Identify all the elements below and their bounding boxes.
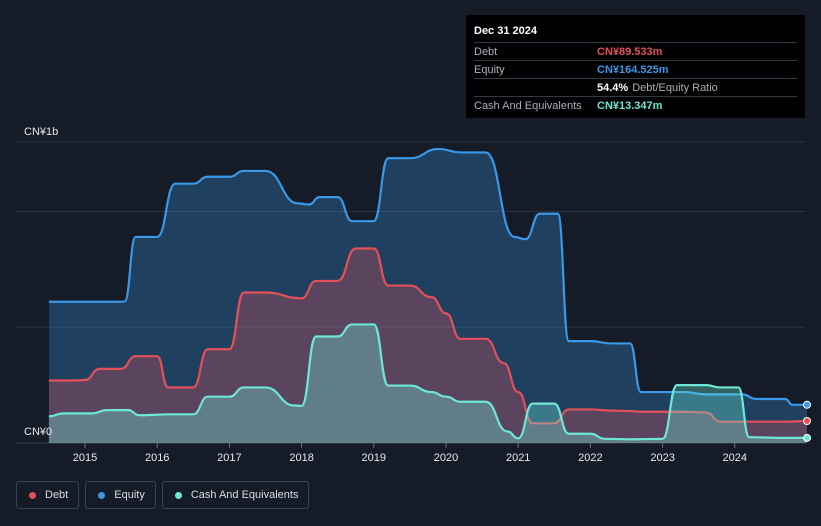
debt-line — [48, 247, 808, 425]
legend-item-cash[interactable]: Cash And Equivalents — [161, 481, 310, 509]
tooltip-cash-label: Cash And Equivalents — [474, 99, 582, 112]
x-tick-label: 2018 — [289, 452, 313, 464]
tooltip-row-debt: Debt CN¥89.533m — [474, 42, 797, 60]
cash-dot-icon — [174, 491, 182, 499]
x-tick-label: 2023 — [650, 452, 674, 464]
x-tick-label: 2017 — [217, 452, 241, 464]
x-axis-ticks: 2015 2016 2017 2018 2019 2020 2021 2022 2023 2024 — [73, 443, 747, 464]
chart-legend: Debt Equity Cash And Equivalents — [16, 481, 310, 509]
y-axis-top-label: CN¥1b — [24, 126, 58, 138]
legend-cash-label: Cash And Equivalents — [190, 489, 299, 501]
tooltip-row-ratio: 54.4% Debt/Equity Ratio — [474, 78, 797, 96]
data-tooltip: Dec 31 2024 Debt CN¥89.533m Equity CN¥16… — [466, 15, 805, 118]
cash-end-marker — [803, 433, 811, 442]
tooltip-equity-value: CN¥164.525m — [597, 63, 669, 76]
tooltip-date: Dec 31 2024 — [474, 25, 537, 37]
x-tick-label: 2021 — [506, 452, 530, 464]
x-tick-label: 2016 — [145, 452, 169, 464]
x-tick-label: 2024 — [723, 452, 747, 464]
debt-end-marker — [803, 417, 811, 426]
tooltip-ratio-text: Debt/Equity Ratio — [632, 81, 718, 94]
tooltip-row-equity: Equity CN¥164.525m — [474, 60, 797, 78]
equity-line — [48, 147, 807, 406]
tooltip-cash-value: CN¥13.347m — [597, 99, 663, 112]
legend-item-debt[interactable]: Debt — [16, 481, 80, 509]
legend-item-equity[interactable]: Equity — [85, 481, 156, 509]
y-axis-bottom-label: CN¥0 — [24, 426, 52, 438]
x-tick-label: 2022 — [578, 452, 602, 464]
debt-area — [48, 248, 807, 443]
tooltip-debt-label: Debt — [474, 45, 498, 58]
grid-lines — [16, 141, 805, 444]
x-tick-label: 2019 — [362, 452, 386, 464]
series-areas — [48, 147, 808, 443]
x-tick-label: 2020 — [434, 452, 458, 464]
cash-area — [48, 324, 807, 443]
end-markers — [803, 400, 811, 442]
legend-debt-label: Debt — [45, 489, 69, 501]
equity-dot-icon — [98, 491, 106, 499]
tooltip-row-cash: Cash And Equivalents CN¥13.347m — [474, 96, 797, 114]
tooltip-debt-value: CN¥89.533m — [597, 45, 663, 58]
x-tick-label: 2015 — [73, 452, 97, 464]
tooltip-ratio-pct: 54.4% — [597, 81, 629, 94]
debt-dot-icon — [29, 491, 36, 499]
equity-end-marker — [803, 400, 811, 409]
tooltip-equity-label: Equity — [474, 63, 505, 76]
legend-equity-label: Equity — [114, 489, 145, 501]
cash-line — [48, 323, 807, 441]
